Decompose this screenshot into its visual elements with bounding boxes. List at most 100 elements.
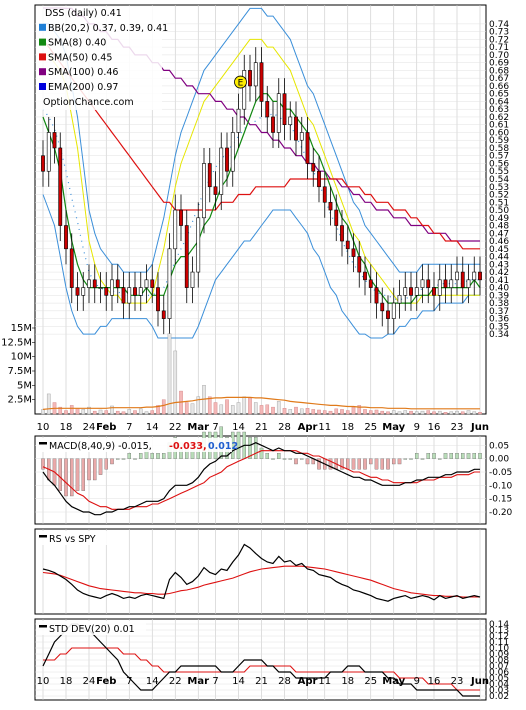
price-y-tick: 0.70 xyxy=(489,51,509,61)
macd-histogram-bar xyxy=(121,458,126,460)
price-y-tick: 0.62 xyxy=(489,113,509,123)
price-y-tick: 0.73 xyxy=(489,28,509,38)
macd-histogram-bar xyxy=(340,458,344,470)
volume-bar xyxy=(46,393,51,415)
std-average-line xyxy=(43,647,480,691)
macd-histogram-bar xyxy=(70,458,74,497)
volume-y-tick: 15M xyxy=(11,323,32,334)
x-tick-label: Mar xyxy=(187,422,209,433)
candle-body xyxy=(225,147,229,172)
macd-histogram-bar xyxy=(380,458,384,470)
volume-y-tick: 5M xyxy=(17,380,32,391)
macd-histogram-bar xyxy=(87,458,91,481)
x-tick-label-bottom: 23 xyxy=(451,676,464,687)
x-tick-label-bottom: May xyxy=(382,676,405,687)
macd-histogram-bar xyxy=(409,458,413,460)
candle-body xyxy=(167,248,172,319)
candle-body xyxy=(391,302,396,319)
volume-bar xyxy=(403,410,408,415)
volume-bar xyxy=(127,409,132,415)
candle-body xyxy=(437,279,442,296)
candle-body xyxy=(58,147,63,226)
price-y-tick: 0.38 xyxy=(489,299,509,309)
x-tick-label: 18 xyxy=(341,422,354,433)
candle-body xyxy=(288,116,293,126)
x-tick-label-bottom: 10 xyxy=(37,676,50,687)
macd-histogram-bar xyxy=(455,453,459,459)
volume-bar xyxy=(466,410,471,415)
volume-bar xyxy=(138,408,143,415)
macd-value-positive: 0.012 xyxy=(208,441,238,452)
macd-histogram-bar xyxy=(98,458,103,475)
x-tick-label: 18 xyxy=(60,422,73,433)
macd-histogram-bar xyxy=(150,453,154,459)
volume-bar xyxy=(207,396,212,415)
macd-histogram-bar xyxy=(414,453,419,459)
x-tick-label-bottom: 18 xyxy=(341,676,354,687)
volume-y-tick: 2.5M xyxy=(7,395,32,406)
earnings-marker xyxy=(234,75,247,89)
volume-bar xyxy=(478,412,482,415)
candle-body xyxy=(311,163,316,172)
legend-entry: SMA(50) 0.45 xyxy=(48,52,112,63)
volume-bar xyxy=(386,411,390,415)
candle-body xyxy=(426,279,431,288)
std-y-tick: 0.06 xyxy=(489,668,509,678)
price-y-tick: 0.34 xyxy=(489,330,509,340)
rs-title-swatch xyxy=(39,535,47,538)
std-y-tick: 0.09 xyxy=(489,650,509,660)
volume-bar xyxy=(156,405,160,415)
candle-body xyxy=(420,279,425,288)
volume-bar xyxy=(87,406,91,415)
std-line xyxy=(42,623,480,697)
candle-body xyxy=(253,62,258,87)
macd-histogram-bar xyxy=(374,458,379,470)
candle-body xyxy=(75,287,80,296)
price-y-tick: 0.67 xyxy=(489,74,509,84)
candle-body xyxy=(305,132,310,164)
candle-body xyxy=(230,132,235,172)
candle-body xyxy=(202,163,206,219)
candle-body xyxy=(110,279,114,296)
candle-body xyxy=(81,287,86,296)
macd-histogram-bar xyxy=(64,458,68,497)
price-y-tick: 0.50 xyxy=(489,206,509,216)
macd-y-tick: -0.05 xyxy=(489,468,512,478)
std-y-tick: 0.07 xyxy=(489,662,509,672)
volume-bar xyxy=(248,397,252,415)
legend-entry: EMA(200) 0.97 xyxy=(48,82,118,93)
candle-body xyxy=(380,302,385,312)
macd-histogram-bar xyxy=(138,453,143,459)
x-tick-label: Apr xyxy=(298,422,318,433)
candle-body xyxy=(351,248,356,257)
macd-histogram-bar xyxy=(156,453,160,459)
volume-bar xyxy=(161,399,166,415)
price-y-tick: 0.69 xyxy=(489,59,509,69)
candle-body xyxy=(265,101,270,118)
macd-value-negative: -0.033, xyxy=(169,441,207,452)
x-tick-label-bottom: 24 xyxy=(83,676,96,687)
volume-bar xyxy=(213,402,218,415)
candle-body xyxy=(455,271,459,281)
volume-bar xyxy=(69,405,74,415)
candle-body xyxy=(328,201,333,211)
volume-bar xyxy=(299,408,304,415)
volume-bar xyxy=(311,409,316,415)
macd-histogram-bar xyxy=(443,453,448,459)
candle-body xyxy=(196,217,201,273)
volume-bar xyxy=(98,409,103,415)
macd-histogram-bar xyxy=(276,453,281,459)
macd-title-background xyxy=(36,438,232,452)
std-y-tick: 0.12 xyxy=(489,632,509,642)
volume-bar xyxy=(374,409,379,415)
macd-histogram-bar xyxy=(403,458,407,460)
volume-bar xyxy=(334,408,339,415)
price-y-tick: 0.64 xyxy=(489,97,509,107)
volume-average-line xyxy=(42,396,480,410)
macd-histogram-bar xyxy=(420,458,425,460)
candle-body xyxy=(271,116,275,133)
candle-body xyxy=(179,209,183,226)
volume-bar xyxy=(115,410,120,415)
x-tick-label-bottom: 16 xyxy=(428,676,441,687)
macd-histogram-bar xyxy=(104,458,109,470)
